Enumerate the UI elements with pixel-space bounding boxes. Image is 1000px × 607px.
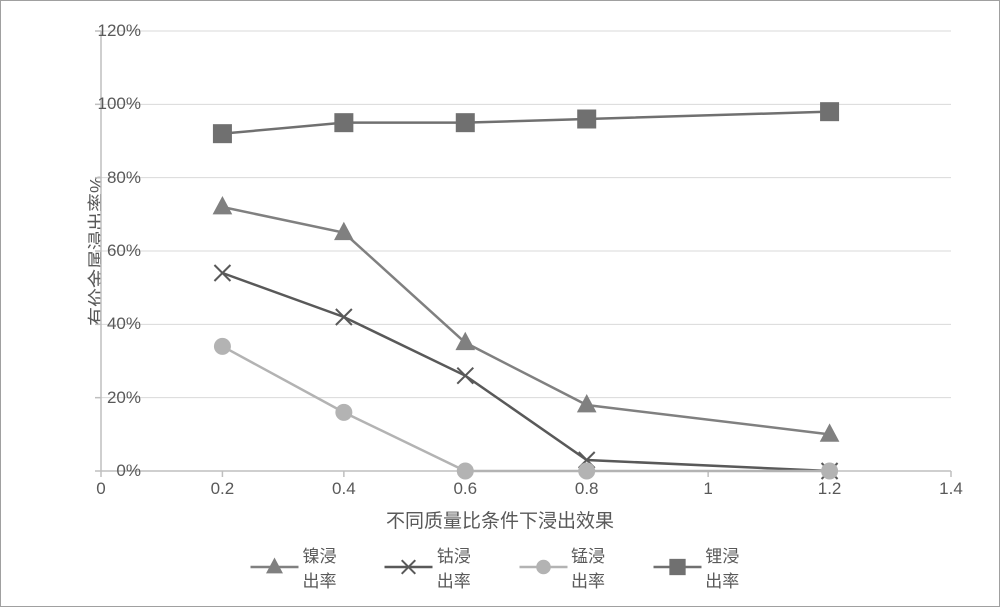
legend-label: 锰浸出率	[571, 542, 615, 592]
y-tick-label: 0%	[81, 461, 141, 481]
y-tick-label: 60%	[81, 241, 141, 261]
legend-label: 镍浸出率	[303, 542, 347, 592]
x-tick-label: 1	[678, 479, 738, 499]
legend-item: 锂浸出率	[653, 542, 749, 592]
x-tick-label: 1.4	[921, 479, 981, 499]
x-tick-label: 0.8	[557, 479, 617, 499]
plot-svg	[101, 31, 951, 471]
legend-item: 锰浸出率	[519, 542, 615, 592]
x-tick-label: 0.2	[192, 479, 252, 499]
legend-item: 钴浸出率	[385, 542, 481, 592]
y-tick-label: 20%	[81, 388, 141, 408]
y-tick-label: 100%	[81, 94, 141, 114]
x-tick-label: 1.2	[800, 479, 860, 499]
legend: 镍浸出率 钴浸出率 锰浸出率 锂浸出率	[251, 542, 750, 592]
x-tick-label: 0	[71, 479, 131, 499]
x-tick-label: 0.4	[314, 479, 374, 499]
y-tick-label: 120%	[81, 21, 141, 41]
chart-container: 有价金属浸出率% 0%20%40%60%80%100%120% 00.20.40…	[0, 0, 1000, 607]
y-tick-label: 40%	[81, 314, 141, 334]
x-axis-title: 不同质量比条件下浸出效果	[386, 506, 614, 533]
y-tick-label: 80%	[81, 168, 141, 188]
legend-label: 钴浸出率	[437, 542, 481, 592]
legend-label: 锂浸出率	[705, 542, 749, 592]
plot-area	[101, 31, 951, 471]
legend-item: 镍浸出率	[251, 542, 347, 592]
x-tick-label: 0.6	[435, 479, 495, 499]
